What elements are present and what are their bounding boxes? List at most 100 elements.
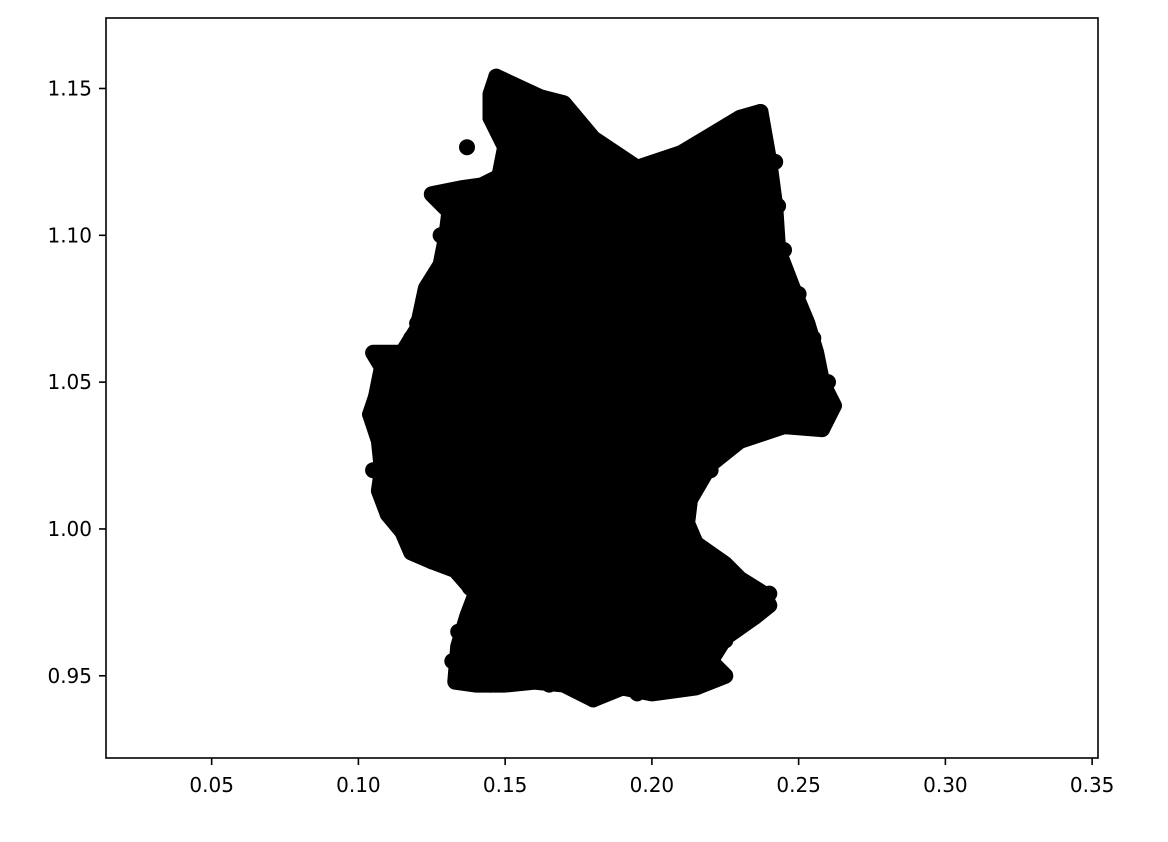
scatter-point [373, 485, 390, 502]
scatter-point [473, 177, 490, 194]
y-tick-label: 1.00 [47, 517, 92, 541]
scatter-point [409, 315, 426, 332]
scatter-point [731, 579, 748, 596]
scatter-point [453, 673, 470, 690]
scatter-point [702, 550, 719, 567]
scatter-point [541, 227, 558, 244]
scatter-point [643, 432, 660, 449]
scatter-point [497, 403, 514, 420]
scatter-point [767, 153, 784, 170]
scatter-point [482, 676, 499, 693]
x-tick-label: 0.20 [630, 773, 675, 797]
scatter-point [438, 256, 455, 273]
scatter-point [409, 541, 426, 558]
plot-frame [105, 17, 1099, 759]
scatter-point [790, 286, 807, 302]
scatter-point [679, 506, 696, 523]
x-tick-label: 0.35 [1070, 773, 1115, 797]
scatter-point [614, 344, 631, 361]
scatter-point [467, 603, 484, 620]
scatter-point [511, 109, 528, 126]
scatter-point [482, 462, 499, 479]
scatter-point [673, 315, 690, 332]
scatter-point [658, 212, 675, 229]
scatter-point [555, 286, 572, 302]
scatter-point [658, 521, 675, 537]
scatter-point [614, 432, 631, 449]
scatter-point [570, 638, 587, 655]
x-tick-label: 0.25 [776, 773, 821, 797]
scatter-point [423, 280, 440, 297]
scatter-point [362, 406, 379, 423]
scatter-point [526, 139, 543, 156]
scatter-point [555, 550, 572, 567]
scatter-point [585, 403, 602, 420]
scatter-point [450, 623, 467, 640]
scatter-point [723, 133, 740, 150]
scatter-point [643, 667, 660, 684]
scatter-point [825, 397, 842, 414]
scatter-point [444, 653, 461, 670]
y-tick-label: 1.15 [47, 76, 92, 100]
scatter-point [511, 462, 528, 479]
scatter-point [579, 124, 596, 141]
scatter-point [599, 638, 616, 655]
scatter-point [673, 145, 690, 162]
scatter-point [497, 80, 514, 97]
y-tick-label: 0.95 [47, 664, 92, 688]
scatter-point [394, 523, 411, 540]
scatter-point [526, 550, 543, 567]
scatter-point [673, 653, 690, 670]
scatter-point [585, 691, 602, 708]
scatter-point [555, 403, 572, 420]
scatter-point [629, 638, 646, 655]
scatter-point [461, 579, 478, 596]
scatter-point [541, 462, 558, 479]
scatter-point [776, 242, 792, 258]
x-tick-label: 0.30 [923, 773, 968, 797]
scatter-point [432, 227, 449, 244]
scatter-point [461, 183, 478, 200]
scatter-point [453, 197, 470, 214]
x-tick-label: 0.15 [483, 773, 528, 797]
scatter-point [482, 109, 499, 126]
scatter-point [365, 462, 382, 479]
scatter-point [629, 521, 646, 537]
scatter-point [555, 344, 572, 361]
y-axis: 0.95 1.00 1.05 1.10 1.15 [47, 76, 106, 688]
scatter-point [403, 330, 420, 347]
scatter-point [643, 197, 660, 214]
scatter-point [526, 403, 543, 420]
scatter-point [629, 159, 646, 176]
y-tick-label: 1.10 [47, 223, 92, 247]
x-axis: 0.05 0.10 0.15 0.20 0.25 0.30 0.35 [189, 758, 1114, 797]
scatter-point [643, 609, 660, 625]
scatter-point [491, 168, 508, 185]
scatter-point [599, 491, 616, 508]
scatter-point [814, 421, 831, 438]
scatter-point [776, 418, 792, 435]
scatter-point [702, 374, 719, 391]
scatter-point [687, 256, 704, 273]
scatter-point [555, 168, 572, 185]
scatter-point [629, 685, 646, 702]
scatter-point [752, 104, 769, 120]
scatter-point [488, 68, 505, 85]
scatter-point [511, 673, 528, 690]
scatter-point [379, 506, 396, 523]
scatter-point [702, 462, 719, 479]
scatter-point [629, 227, 646, 244]
scatter-point [599, 227, 616, 244]
scatter-point [731, 432, 748, 449]
scatter-point [687, 535, 704, 552]
scatter-point [526, 344, 543, 361]
scatter-point [497, 550, 514, 567]
scatter-point [532, 89, 549, 106]
scatter-point [770, 197, 787, 214]
scatter-point [541, 623, 558, 640]
scatter-point [467, 403, 484, 420]
y-tick-label: 1.05 [47, 370, 92, 394]
scatter-point [423, 553, 440, 570]
scatter-point [717, 632, 734, 649]
scatter-point [541, 676, 558, 693]
